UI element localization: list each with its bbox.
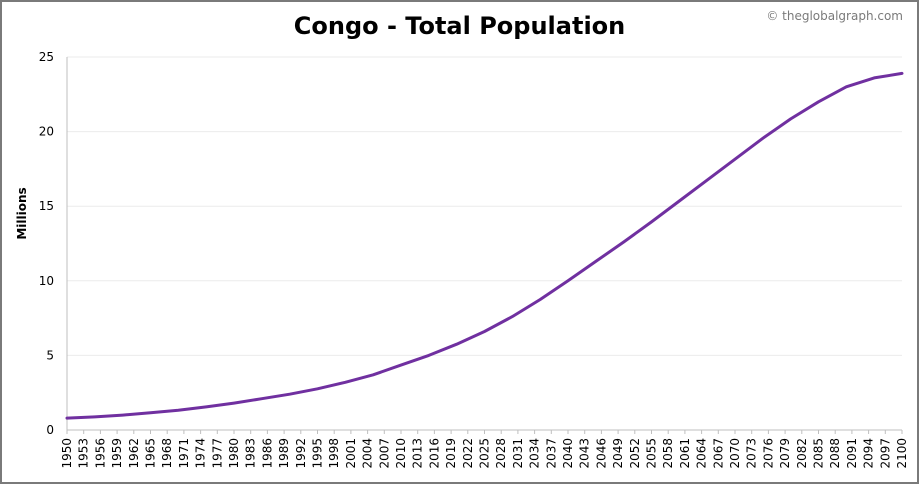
series-group	[65, 71, 904, 420]
x-tick-label-1986: 1986	[260, 438, 274, 469]
chart-title: Congo - Total Population	[293, 12, 626, 40]
x-tick-label-1950: 1950	[60, 438, 74, 469]
x-tick-label-2067: 2067	[711, 438, 725, 469]
x-tick-label-1959: 1959	[110, 438, 124, 469]
x-tick-label-2043: 2043	[578, 438, 592, 469]
x-tick-label-2085: 2085	[812, 438, 826, 469]
y-tick-labels: 0 5 10 15 20 25	[39, 50, 54, 437]
x-tick-label-1992: 1992	[294, 438, 308, 469]
x-tick-label-1971: 1971	[177, 438, 191, 469]
x-tick-label-2007: 2007	[377, 438, 391, 469]
y-tick-label-0: 0	[46, 423, 54, 437]
x-tick-label-2088: 2088	[828, 438, 842, 469]
y-tick-label-25: 25	[39, 50, 54, 64]
x-tick-label-2091: 2091	[845, 438, 859, 469]
x-tick-label-2052: 2052	[628, 438, 642, 469]
x-tick-label-2058: 2058	[661, 438, 675, 469]
x-tick-label-2094: 2094	[862, 438, 876, 469]
x-tick-label-2055: 2055	[645, 438, 659, 469]
gridlines	[67, 56, 902, 356]
x-tick-label-2010: 2010	[394, 438, 408, 469]
x-tick-label-2001: 2001	[344, 438, 358, 469]
x-tick-label-2076: 2076	[761, 438, 775, 469]
x-tick-label-2061: 2061	[678, 438, 692, 469]
y-tick-label-5: 5	[46, 348, 54, 362]
x-tick-label-1965: 1965	[144, 438, 158, 469]
x-tick-label-2049: 2049	[611, 438, 625, 469]
x-tick-label-2073: 2073	[745, 438, 759, 469]
x-tick-label-1953: 1953	[77, 438, 91, 469]
x-tick-label-2031: 2031	[511, 438, 525, 469]
x-tick-label-2037: 2037	[544, 438, 558, 469]
site-credit: © theglobalgraph.com	[766, 9, 903, 23]
x-tick-label-2070: 2070	[728, 438, 742, 469]
x-tick-label-2019: 2019	[444, 438, 458, 469]
x-tick-label-2079: 2079	[778, 438, 792, 469]
x-tick-label-2082: 2082	[795, 438, 809, 469]
x-tick-label-1995: 1995	[311, 438, 325, 469]
series-line-0	[65, 71, 904, 420]
x-tick-label-2100: 2100	[895, 438, 909, 469]
x-tick-label-2046: 2046	[594, 438, 608, 469]
x-tick-label-1983: 1983	[244, 438, 258, 469]
x-tick-label-2013: 2013	[411, 438, 425, 469]
x-tick-label-1962: 1962	[127, 438, 141, 469]
x-tick-label-1968: 1968	[160, 438, 174, 469]
x-tick-label-1989: 1989	[277, 438, 291, 469]
x-tick-label-2064: 2064	[695, 438, 709, 469]
x-tick-label-1956: 1956	[93, 438, 107, 469]
y-tick-label-10: 10	[39, 274, 54, 288]
x-tick-label-1974: 1974	[194, 438, 208, 469]
x-tick-label-2004: 2004	[361, 438, 375, 469]
x-tick-label-1980: 1980	[227, 438, 241, 469]
y-tick-label-20: 20	[39, 125, 54, 139]
x-tick-label-2034: 2034	[528, 438, 542, 469]
x-tick-label-2040: 2040	[561, 438, 575, 469]
axes	[66, 57, 903, 434]
x-tick-label-2025: 2025	[478, 438, 492, 469]
x-tick-label-2097: 2097	[878, 438, 892, 469]
x-tick-label-1998: 1998	[327, 438, 341, 469]
x-tick-label-2028: 2028	[494, 438, 508, 469]
x-tick-label-1977: 1977	[210, 438, 224, 469]
y-axis-title: Millions	[15, 187, 29, 239]
x-tick-label-2016: 2016	[427, 438, 441, 469]
x-tick-label-2022: 2022	[461, 438, 475, 469]
y-tick-label-15: 15	[39, 199, 54, 213]
x-tick-labels: 1950 1953 1956 1959 1962 1965 1968 1971 1974 1977…	[60, 438, 909, 469]
